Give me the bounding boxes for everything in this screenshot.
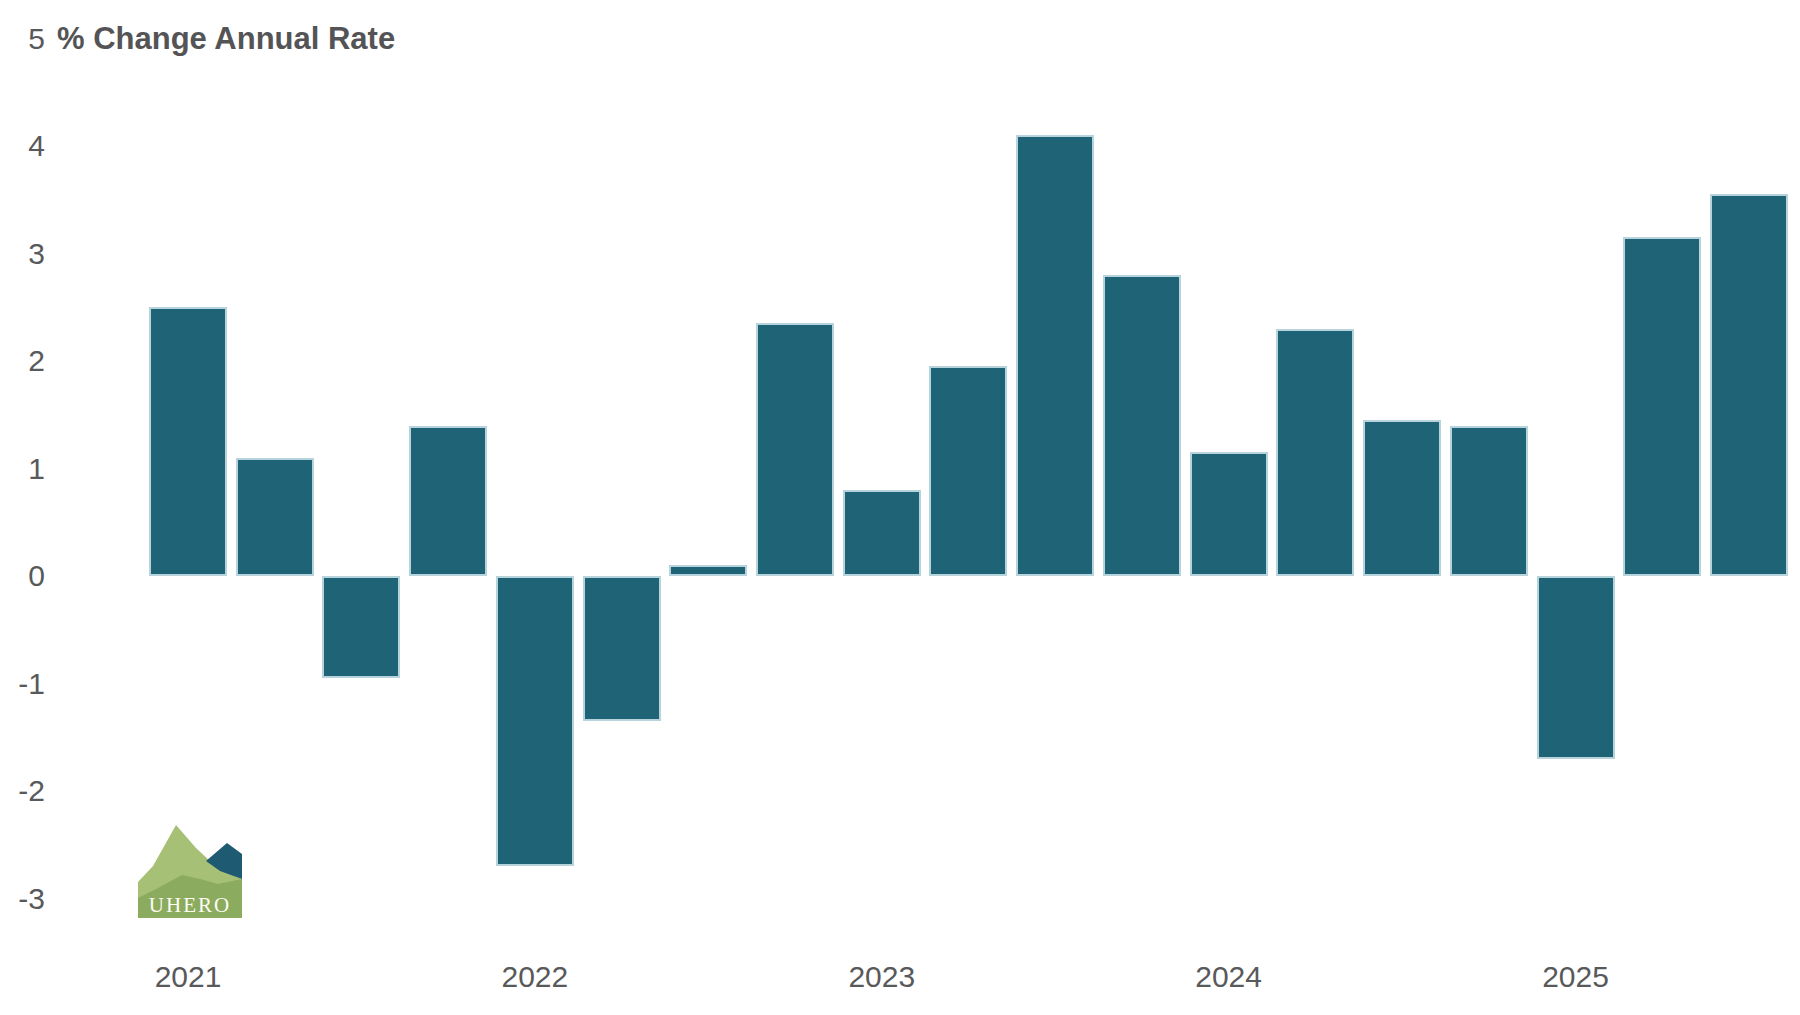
bar-2022Q4[interactable] [756,323,834,576]
bar-2023Q3[interactable] [1016,135,1094,576]
bar-2025Q1[interactable] [1537,576,1615,759]
bar-2024Q4[interactable] [1450,426,1528,577]
bar-2021Q4[interactable] [409,426,487,577]
bar-2023Q4[interactable] [1103,275,1181,576]
bar-2022Q3[interactable] [669,565,747,576]
y-tick-label: 0 [0,559,45,593]
y-axis-title: % Change Annual Rate [57,21,395,57]
x-tick-label-2024: 2024 [1195,960,1262,994]
y-tick-label: 5 [0,22,45,56]
bar-2025Q3[interactable] [1710,194,1788,576]
y-tick-label: 4 [0,129,45,163]
bar-2024Q3[interactable] [1363,420,1441,576]
y-tick-label: 1 [0,452,45,486]
y-tick-label: -3 [0,882,45,916]
bar-2021Q1[interactable] [149,307,227,576]
bar-2023Q1[interactable] [843,490,921,576]
bar-2022Q1[interactable] [496,576,574,866]
bar-2022Q2[interactable] [583,576,661,721]
x-tick-label-2022: 2022 [502,960,569,994]
bar-chart: 5 4 3 2 1 0 -1 -2 -3 % Change Annual Rate 2021 20… [0,0,1800,1015]
bar-2021Q2[interactable] [236,458,314,576]
y-tick-label: 2 [0,344,45,378]
x-tick-label-2021: 2021 [155,960,222,994]
bar-2023Q2[interactable] [929,366,1007,576]
x-tick-label-2025: 2025 [1542,960,1609,994]
y-tick-label: -2 [0,774,45,808]
bar-2021Q3[interactable] [322,576,400,678]
bar-2024Q1[interactable] [1190,452,1268,576]
logo-text: UHERO [149,893,231,917]
x-tick-label-2023: 2023 [848,960,915,994]
uhero-logo: UHERO [138,818,242,918]
bar-2025Q2[interactable] [1623,237,1701,576]
y-tick-label: 3 [0,237,45,271]
bar-2024Q2[interactable] [1276,329,1354,576]
y-tick-label: -1 [0,667,45,701]
